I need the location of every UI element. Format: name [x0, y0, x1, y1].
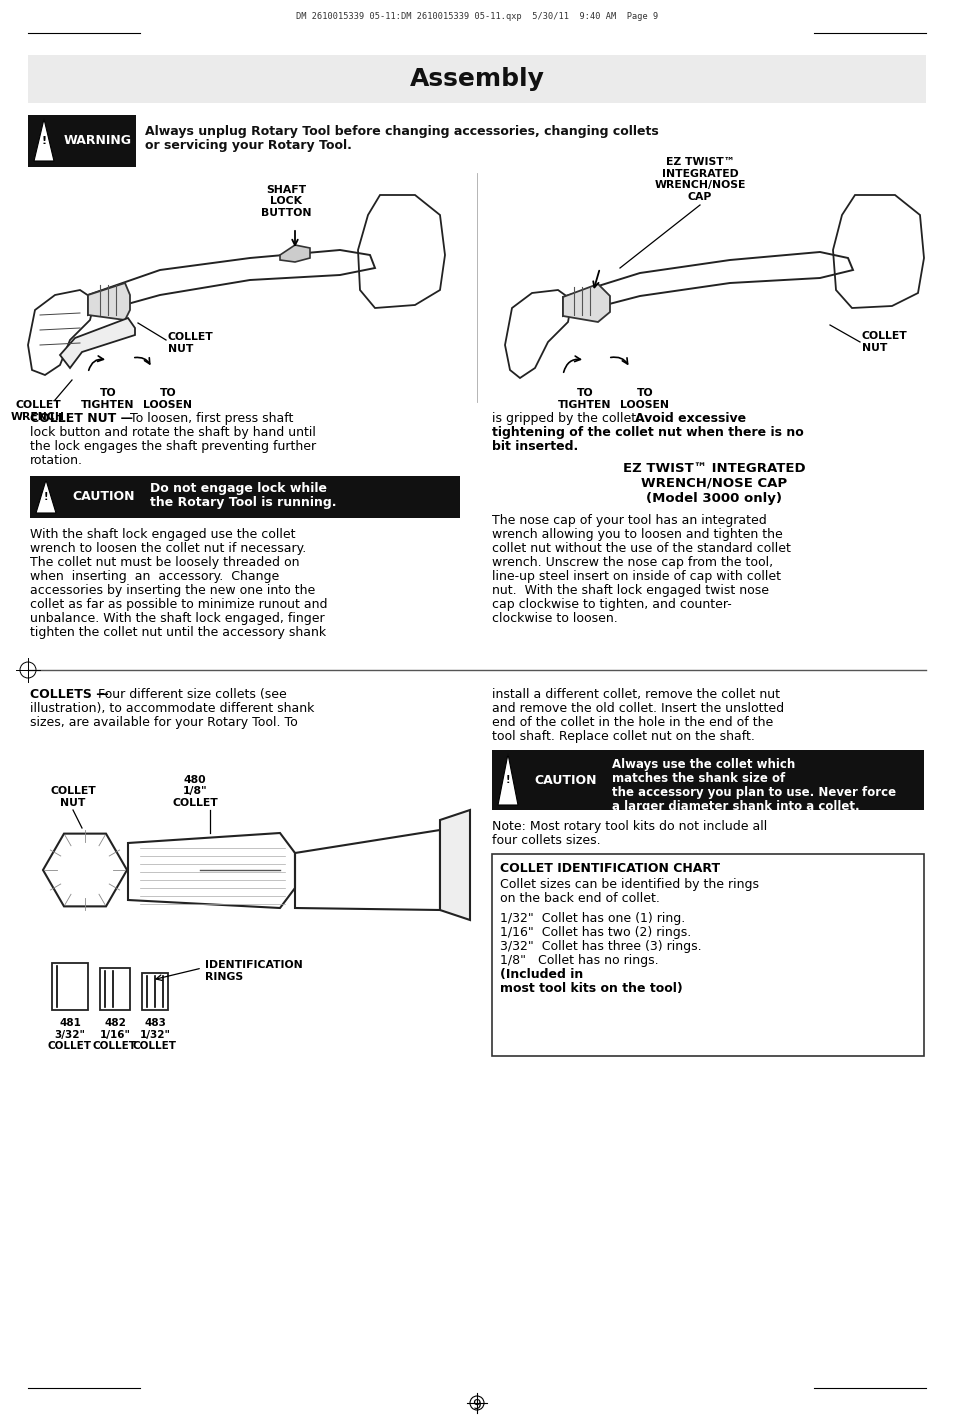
Text: Assembly: Assembly: [409, 67, 544, 91]
Text: !: !: [505, 774, 510, 784]
Text: !: !: [44, 492, 49, 502]
Polygon shape: [36, 480, 56, 513]
Text: (Included in: (Included in: [499, 968, 582, 980]
Text: TO
LOOSEN: TO LOOSEN: [619, 388, 669, 409]
Text: end of the collet in the hole in the end of the: end of the collet in the hole in the end…: [492, 716, 773, 729]
Polygon shape: [280, 244, 310, 261]
Text: wrench allowing you to loosen and tighten the: wrench allowing you to loosen and tighte…: [492, 529, 781, 541]
Text: four collets sizes.: four collets sizes.: [492, 834, 600, 847]
Text: nut.  With the shaft lock engaged twist nose: nut. With the shaft lock engaged twist n…: [492, 584, 768, 597]
Text: To loosen, first press shaft: To loosen, first press shaft: [130, 412, 294, 425]
Text: 482
1/16"
COLLET: 482 1/16" COLLET: [92, 1017, 137, 1052]
Text: TO
LOOSEN: TO LOOSEN: [143, 388, 193, 409]
Text: unbalance. With the shaft lock engaged, finger: unbalance. With the shaft lock engaged, …: [30, 612, 324, 625]
Text: Note: Most rotary tool kits do not include all: Note: Most rotary tool kits do not inclu…: [492, 820, 766, 833]
Text: tighten the collet nut until the accessory shank: tighten the collet nut until the accesso…: [30, 627, 326, 639]
Text: COLLET IDENTIFICATION CHART: COLLET IDENTIFICATION CHART: [499, 863, 720, 875]
Text: CAUTION: CAUTION: [72, 490, 135, 503]
Text: CAUTION: CAUTION: [535, 773, 597, 786]
Text: COLLET
NUT: COLLET NUT: [51, 786, 95, 809]
Text: EZ TWIST™ INTEGRATED: EZ TWIST™ INTEGRATED: [622, 462, 804, 475]
Text: Collet sizes can be identified by the rings: Collet sizes can be identified by the ri…: [499, 878, 759, 891]
Text: wrench to loosen the collet nut if necessary.: wrench to loosen the collet nut if neces…: [30, 541, 306, 556]
Text: EZ TWIST™
INTEGRATED
WRENCH/NOSE
CAP: EZ TWIST™ INTEGRATED WRENCH/NOSE CAP: [654, 158, 745, 202]
Text: 483
1/32"
COLLET: 483 1/32" COLLET: [132, 1017, 177, 1052]
Text: is gripped by the collet.: is gripped by the collet.: [492, 412, 647, 425]
Text: Avoid excessive: Avoid excessive: [635, 412, 745, 425]
Text: tool shaft. Replace collet nut on the shaft.: tool shaft. Replace collet nut on the sh…: [492, 730, 754, 743]
Text: wrench. Unscrew the nose cap from the tool,: wrench. Unscrew the nose cap from the to…: [492, 556, 772, 568]
Polygon shape: [34, 119, 54, 161]
Text: DM 2610015339 05-11:DM 2610015339 05-11.qxp  5/30/11  9:40 AM  Page 9: DM 2610015339 05-11:DM 2610015339 05-11.…: [295, 11, 658, 21]
Text: IDENTIFICATION
RINGS: IDENTIFICATION RINGS: [205, 961, 302, 982]
Text: 1/8"   Collet has no rings.: 1/8" Collet has no rings.: [499, 953, 662, 968]
Text: 1/16"  Collet has two (2) rings.: 1/16" Collet has two (2) rings.: [499, 926, 691, 939]
Text: With the shaft lock engaged use the collet: With the shaft lock engaged use the coll…: [30, 529, 295, 541]
Text: or servicing your Rotary Tool.: or servicing your Rotary Tool.: [145, 139, 352, 152]
Text: TO
TIGHTEN: TO TIGHTEN: [81, 388, 134, 409]
Text: collet nut without the use of the standard collet: collet nut without the use of the standa…: [492, 541, 790, 556]
Polygon shape: [88, 283, 130, 320]
Text: line-up steel insert on inside of cap with collet: line-up steel insert on inside of cap wi…: [492, 570, 781, 583]
Text: install a different collet, remove the collet nut: install a different collet, remove the c…: [492, 688, 780, 701]
Polygon shape: [562, 284, 609, 323]
Text: the lock engages the shaft preventing further: the lock engages the shaft preventing fu…: [30, 441, 315, 453]
Text: on the back end of collet.: on the back end of collet.: [499, 892, 659, 905]
Text: COLLET
NUT: COLLET NUT: [862, 331, 907, 352]
Text: 9: 9: [472, 1398, 481, 1412]
FancyBboxPatch shape: [492, 854, 923, 1056]
Text: tightening of the collet nut when there is no: tightening of the collet nut when there …: [492, 426, 803, 439]
Text: most tool kits on the tool): most tool kits on the tool): [499, 982, 682, 995]
Text: TO
TIGHTEN: TO TIGHTEN: [558, 388, 611, 409]
Text: 480
1/8"
COLLET: 480 1/8" COLLET: [172, 774, 217, 809]
Text: collet as far as possible to minimize runout and: collet as far as possible to minimize ru…: [30, 598, 327, 611]
Text: (Model 3000 only): (Model 3000 only): [645, 492, 781, 504]
Text: WARNING: WARNING: [64, 135, 132, 148]
FancyBboxPatch shape: [28, 115, 136, 168]
Text: The collet nut must be loosely threaded on: The collet nut must be loosely threaded …: [30, 556, 299, 568]
Text: SHAFT
LOCK
BUTTON: SHAFT LOCK BUTTON: [260, 185, 311, 217]
Text: rotation.: rotation.: [30, 453, 83, 468]
Text: 481
3/32"
COLLET: 481 3/32" COLLET: [48, 1017, 91, 1052]
FancyBboxPatch shape: [28, 55, 925, 102]
Text: the Rotary Tool is running.: the Rotary Tool is running.: [150, 496, 336, 509]
Polygon shape: [497, 755, 517, 806]
Text: lock button and rotate the shaft by hand until: lock button and rotate the shaft by hand…: [30, 426, 315, 439]
Text: Four different size collets (see: Four different size collets (see: [98, 688, 287, 701]
Text: illustration), to accommodate different shank: illustration), to accommodate different …: [30, 702, 314, 715]
Text: accessories by inserting the new one into the: accessories by inserting the new one int…: [30, 584, 314, 597]
Text: clockwise to loosen.: clockwise to loosen.: [492, 612, 618, 625]
Text: Always use the collet which: Always use the collet which: [612, 757, 795, 772]
Text: cap clockwise to tighten, and counter-: cap clockwise to tighten, and counter-: [492, 598, 731, 611]
Text: and remove the old collet. Insert the unslotted: and remove the old collet. Insert the un…: [492, 702, 783, 715]
Polygon shape: [60, 318, 135, 368]
Text: COLLET NUT —: COLLET NUT —: [30, 412, 132, 425]
Text: matches the shank size of: matches the shank size of: [612, 772, 784, 784]
Text: sizes, are available for your Rotary Tool. To: sizes, are available for your Rotary Too…: [30, 716, 297, 729]
Text: when  inserting  an  accessory.  Change: when inserting an accessory. Change: [30, 570, 279, 583]
Text: the accessory you plan to use. Never force: the accessory you plan to use. Never for…: [612, 786, 895, 799]
Text: WRENCH/NOSE CAP: WRENCH/NOSE CAP: [640, 477, 786, 490]
Text: The nose cap of your tool has an integrated: The nose cap of your tool has an integra…: [492, 514, 766, 527]
Text: COLLET
NUT: COLLET NUT: [168, 333, 213, 354]
Text: COLLETS —: COLLETS —: [30, 688, 109, 701]
Text: 1/32"  Collet has one (1) ring.: 1/32" Collet has one (1) ring.: [499, 912, 684, 925]
Text: COLLET
WRENCH: COLLET WRENCH: [11, 399, 65, 422]
Polygon shape: [439, 810, 470, 919]
FancyBboxPatch shape: [30, 476, 459, 519]
Text: 3/32"  Collet has three (3) rings.: 3/32" Collet has three (3) rings.: [499, 941, 700, 953]
Text: Always unplug Rotary Tool before changing accessories, changing collets: Always unplug Rotary Tool before changin…: [145, 125, 659, 138]
Text: bit inserted.: bit inserted.: [492, 441, 578, 453]
Text: a larger diameter shank into a collet.: a larger diameter shank into a collet.: [612, 800, 859, 813]
Text: !: !: [41, 136, 47, 146]
FancyBboxPatch shape: [492, 750, 923, 810]
Text: Do not engage lock while: Do not engage lock while: [150, 482, 327, 495]
